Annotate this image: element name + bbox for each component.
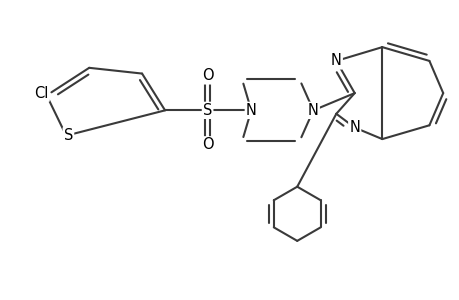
Text: N: N [348,120,359,135]
Text: Cl: Cl [34,86,49,101]
Text: N: N [307,103,318,118]
Text: O: O [202,137,213,152]
Text: O: O [202,68,213,83]
Text: S: S [63,128,73,143]
Text: N: N [245,103,256,118]
Text: S: S [202,103,212,118]
Text: N: N [330,53,341,68]
